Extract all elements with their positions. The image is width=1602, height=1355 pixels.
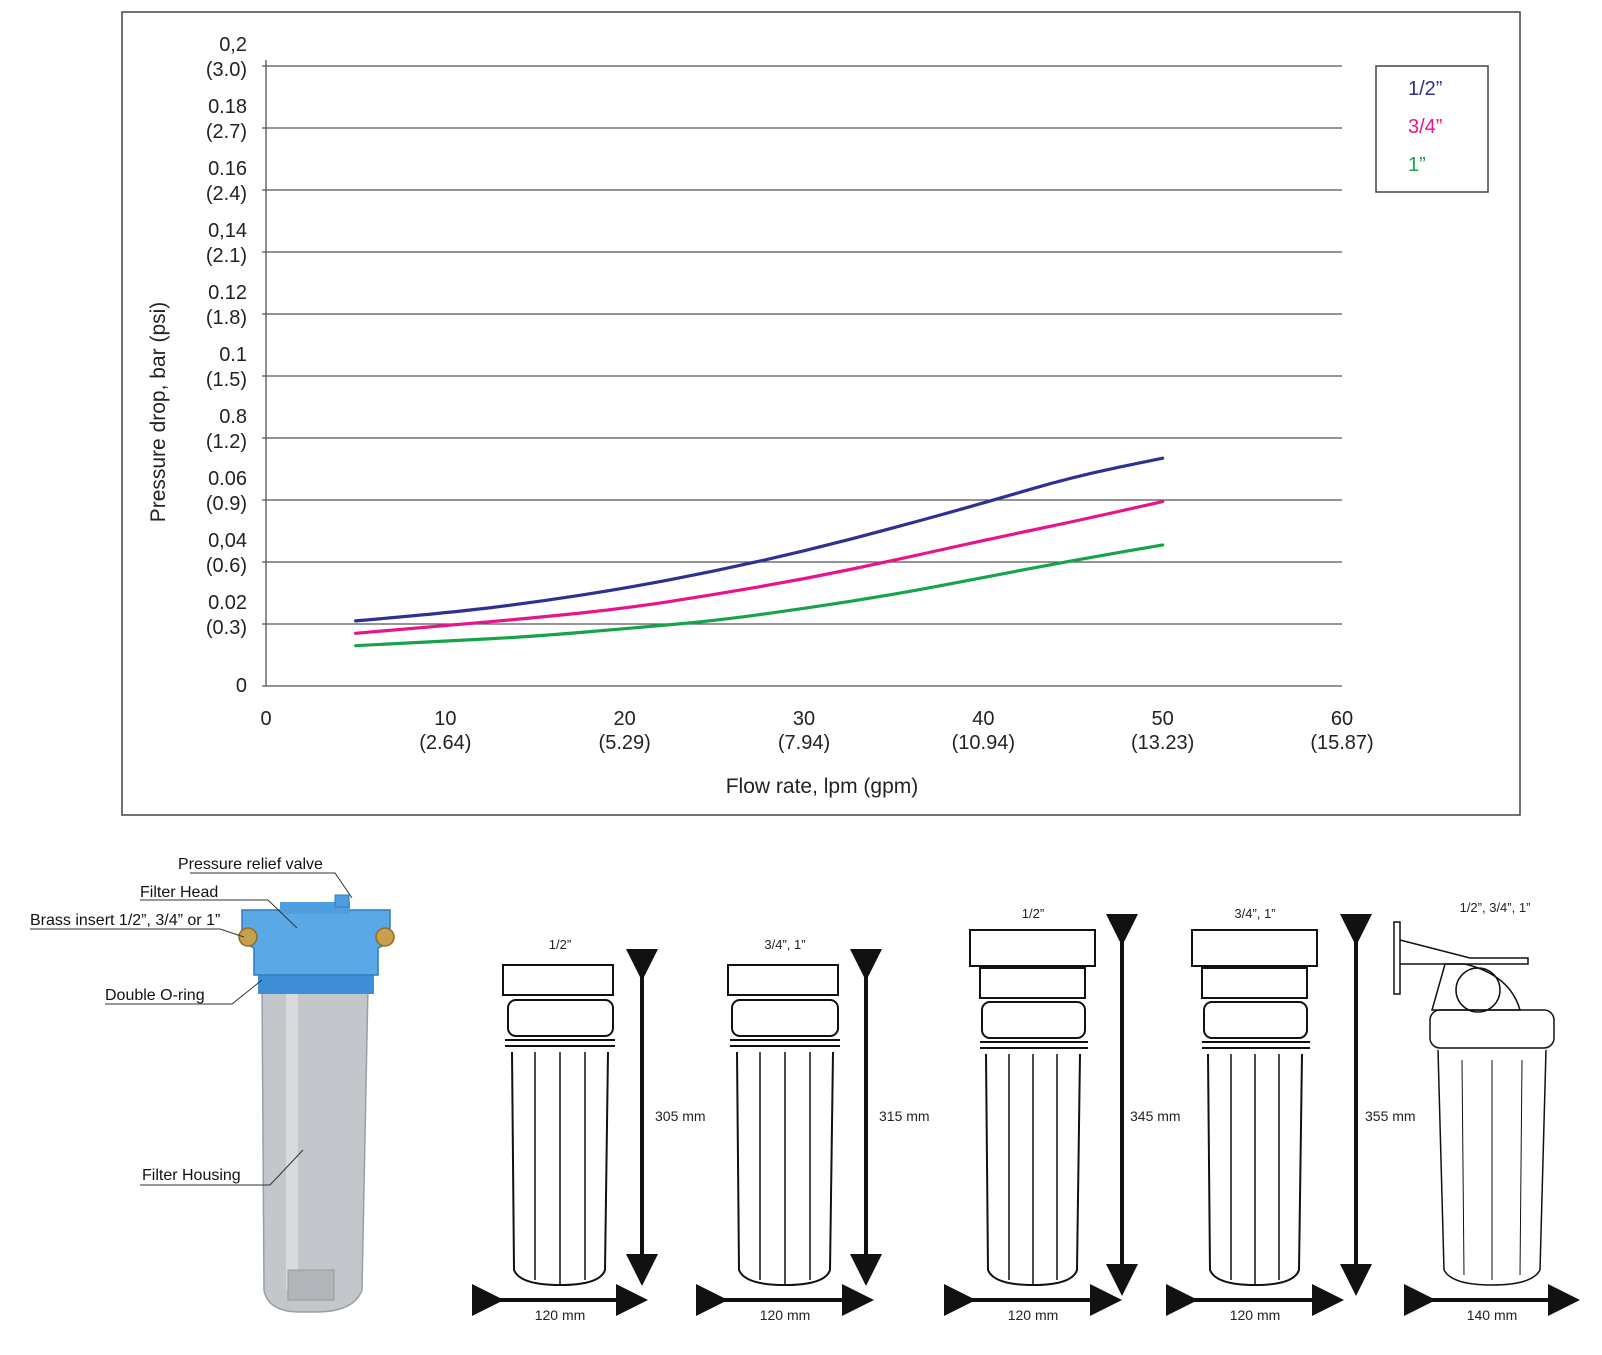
- y-tick-labels: 0 0.02 (0.3) 0,04 (0.6) 0.06 (0.9) 0.8 (1.2) 0.1 (…: [206, 34, 247, 697]
- housing-outline-5: [1393, 921, 1580, 1316]
- y-tick-label: 0.12: [208, 282, 247, 304]
- x-tick-label: 60: [1331, 708, 1353, 730]
- y-tick-label: 0,04: [208, 530, 247, 552]
- housing-leader: [140, 1149, 304, 1186]
- x-tick-sublabel: (15.87): [1310, 732, 1373, 754]
- series-line-1: [354, 499, 1165, 635]
- housing-4-port: 3/4”, 1”: [1234, 906, 1275, 921]
- y-tick-sublabel: (0.3): [206, 617, 247, 639]
- filter-head-top: [280, 902, 350, 914]
- x-tick-sublabel: (10.94): [952, 732, 1015, 754]
- y-tick-label: 0.8: [219, 406, 247, 428]
- x-tick-sublabel: (7.94): [778, 732, 830, 754]
- legend: 1/2” 3/4” 1”: [1375, 65, 1489, 193]
- housing-outline-3: [944, 914, 1138, 1316]
- y-tick-label: 0,2: [219, 34, 247, 56]
- x-tick-label: 10: [434, 708, 456, 730]
- x-tick-label: 50: [1152, 708, 1174, 730]
- y-tick-label: 0.16: [208, 158, 247, 180]
- housing-outline-4: [1166, 914, 1372, 1316]
- y-tick-sublabel: (2.4): [206, 183, 247, 205]
- x-tick-sublabel: (13.23): [1131, 732, 1194, 754]
- y-tick-sublabel: (2.1): [206, 245, 247, 267]
- filter-head-leader: [140, 899, 298, 929]
- x-tick-label: 30: [793, 708, 815, 730]
- legend-box: [1375, 65, 1489, 193]
- housing-3-width: 120 mm: [1008, 1307, 1059, 1323]
- brass-insert-left-icon: [238, 927, 258, 947]
- x-tick-label: 20: [614, 708, 636, 730]
- housing-3-height: 345 mm: [1130, 1108, 1181, 1124]
- y-tick-sublabel: (0.6): [206, 555, 247, 577]
- y-tick-sublabel: (2.7): [206, 121, 247, 143]
- legend-entry-0: 1/2”: [1408, 78, 1442, 100]
- y-axis-title: Pressure drop, bar (psi): [147, 302, 170, 523]
- filter-photo: Pressure relief valve Filter Head Brass …: [30, 856, 395, 1313]
- brass-insert-label: Brass insert 1/2”, 3/4” or 1”: [30, 912, 220, 929]
- brass-insert-leader: [30, 928, 245, 938]
- housing-2-port: 3/4”, 1”: [764, 937, 805, 952]
- o-ring-label: Double O-ring: [105, 987, 205, 1004]
- housing-3-port: 1/2”: [1022, 906, 1044, 921]
- housing-4-width: 120 mm: [1230, 1307, 1281, 1323]
- chart-frame: [121, 11, 1521, 816]
- x-tick-labels: 0 10(2.64) 20(5.29) 30(7.94) 40(10.94) 50(13.…: [260, 708, 1373, 754]
- y-tick-sublabel: (0.9): [206, 493, 247, 515]
- housing-label: Filter Housing: [142, 1167, 241, 1184]
- y-tick-sublabel: (1.8): [206, 307, 247, 329]
- y-tick-label: 0.02: [208, 592, 247, 614]
- y-tick-label: 0.18: [208, 96, 247, 118]
- filter-housing-diagram: Pressure relief valve Filter Head Brass …: [30, 856, 1580, 1323]
- y-tick-sublabel: (1.2): [206, 431, 247, 453]
- housing-outline-2: [696, 949, 882, 1316]
- x-axis-title: Flow rate, lpm (gpm): [726, 775, 919, 798]
- y-tick-label: 0: [236, 675, 247, 697]
- y-tick-label: 0.1: [219, 344, 247, 366]
- series-line-0: [354, 456, 1165, 623]
- housing-4-height: 355 mm: [1365, 1108, 1416, 1124]
- filter-housing-body: [261, 984, 369, 1313]
- filter-head-body: [241, 909, 391, 976]
- grid-lines: [262, 60, 1342, 687]
- relief-valve: [334, 894, 350, 908]
- housing-1-width: 120 mm: [535, 1307, 586, 1323]
- housing-5-port: 1/2”, 3/4”, 1”: [1460, 900, 1531, 915]
- housing-1-height: 305 mm: [655, 1108, 706, 1124]
- housing-outline-1: [472, 949, 658, 1316]
- housing-2-width: 120 mm: [760, 1307, 811, 1323]
- x-tick-sublabel: (5.29): [599, 732, 651, 754]
- housing-bottom: [287, 1269, 335, 1301]
- o-ring-leader: [105, 979, 263, 1005]
- x-tick-sublabel: (2.64): [419, 732, 471, 754]
- y-tick-label: 0.06: [208, 468, 247, 490]
- housing-2-height: 315 mm: [879, 1108, 930, 1124]
- y-tick-sublabel: (3.0): [206, 59, 247, 81]
- x-tick-label: 0: [260, 708, 271, 730]
- legend-entry-2: 1”: [1408, 154, 1426, 176]
- y-tick-label: 0,14: [208, 220, 247, 242]
- series-lines: [354, 456, 1165, 648]
- housing-shading: [286, 990, 298, 1290]
- legend-entry-1: 3/4”: [1408, 116, 1442, 138]
- filter-head-label: Filter Head: [140, 884, 218, 901]
- y-tick-sublabel: (1.5): [206, 369, 247, 391]
- x-tick-label: 40: [972, 708, 994, 730]
- relief-valve-leader: [190, 872, 353, 899]
- pressure-drop-chart: 0 0.02 (0.3) 0,04 (0.6) 0.06 (0.9) 0.8 (1.2) 0.1 (…: [121, 11, 1521, 816]
- series-line-2: [354, 543, 1165, 648]
- brass-insert-right-icon: [375, 927, 395, 947]
- relief-valve-label: Pressure relief valve: [178, 856, 323, 873]
- housing-1-port: 1/2”: [549, 937, 571, 952]
- housing-5-width: 140 mm: [1467, 1307, 1518, 1323]
